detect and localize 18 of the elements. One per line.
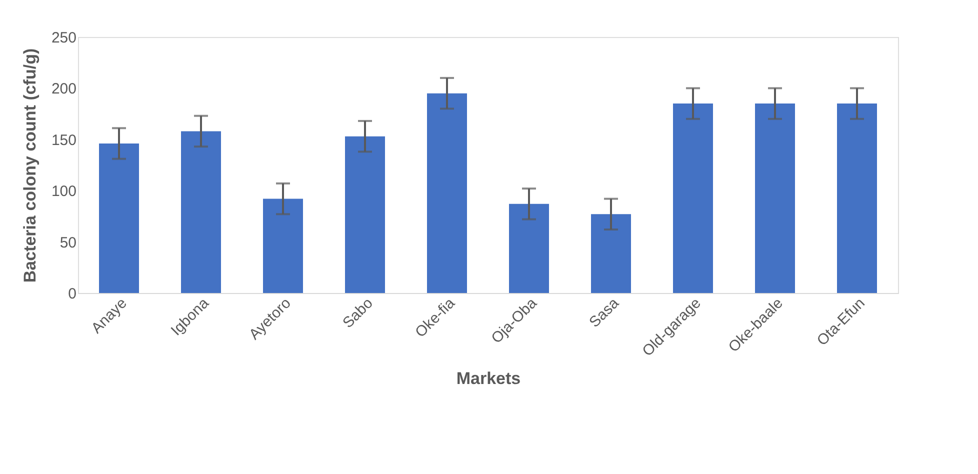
y-axis-title: Bacteria colony count (cfu/g) (20, 48, 40, 283)
y-tick-label: 50 (60, 234, 76, 252)
y-tick-label: 200 (51, 80, 76, 98)
bar (263, 198, 303, 293)
bar (755, 104, 795, 293)
bar (345, 136, 385, 293)
bar (837, 104, 877, 293)
bar (591, 214, 631, 293)
x-axis-title: Markets (456, 369, 521, 388)
bar (427, 93, 467, 293)
bar (509, 204, 549, 293)
y-tick-label: 150 (51, 132, 76, 149)
y-tick-label: 250 (51, 30, 76, 46)
bar (99, 143, 139, 293)
bar (673, 104, 713, 293)
y-tick-label: 0 (68, 286, 76, 302)
bar (181, 131, 221, 293)
y-tick-label: 100 (51, 183, 76, 200)
